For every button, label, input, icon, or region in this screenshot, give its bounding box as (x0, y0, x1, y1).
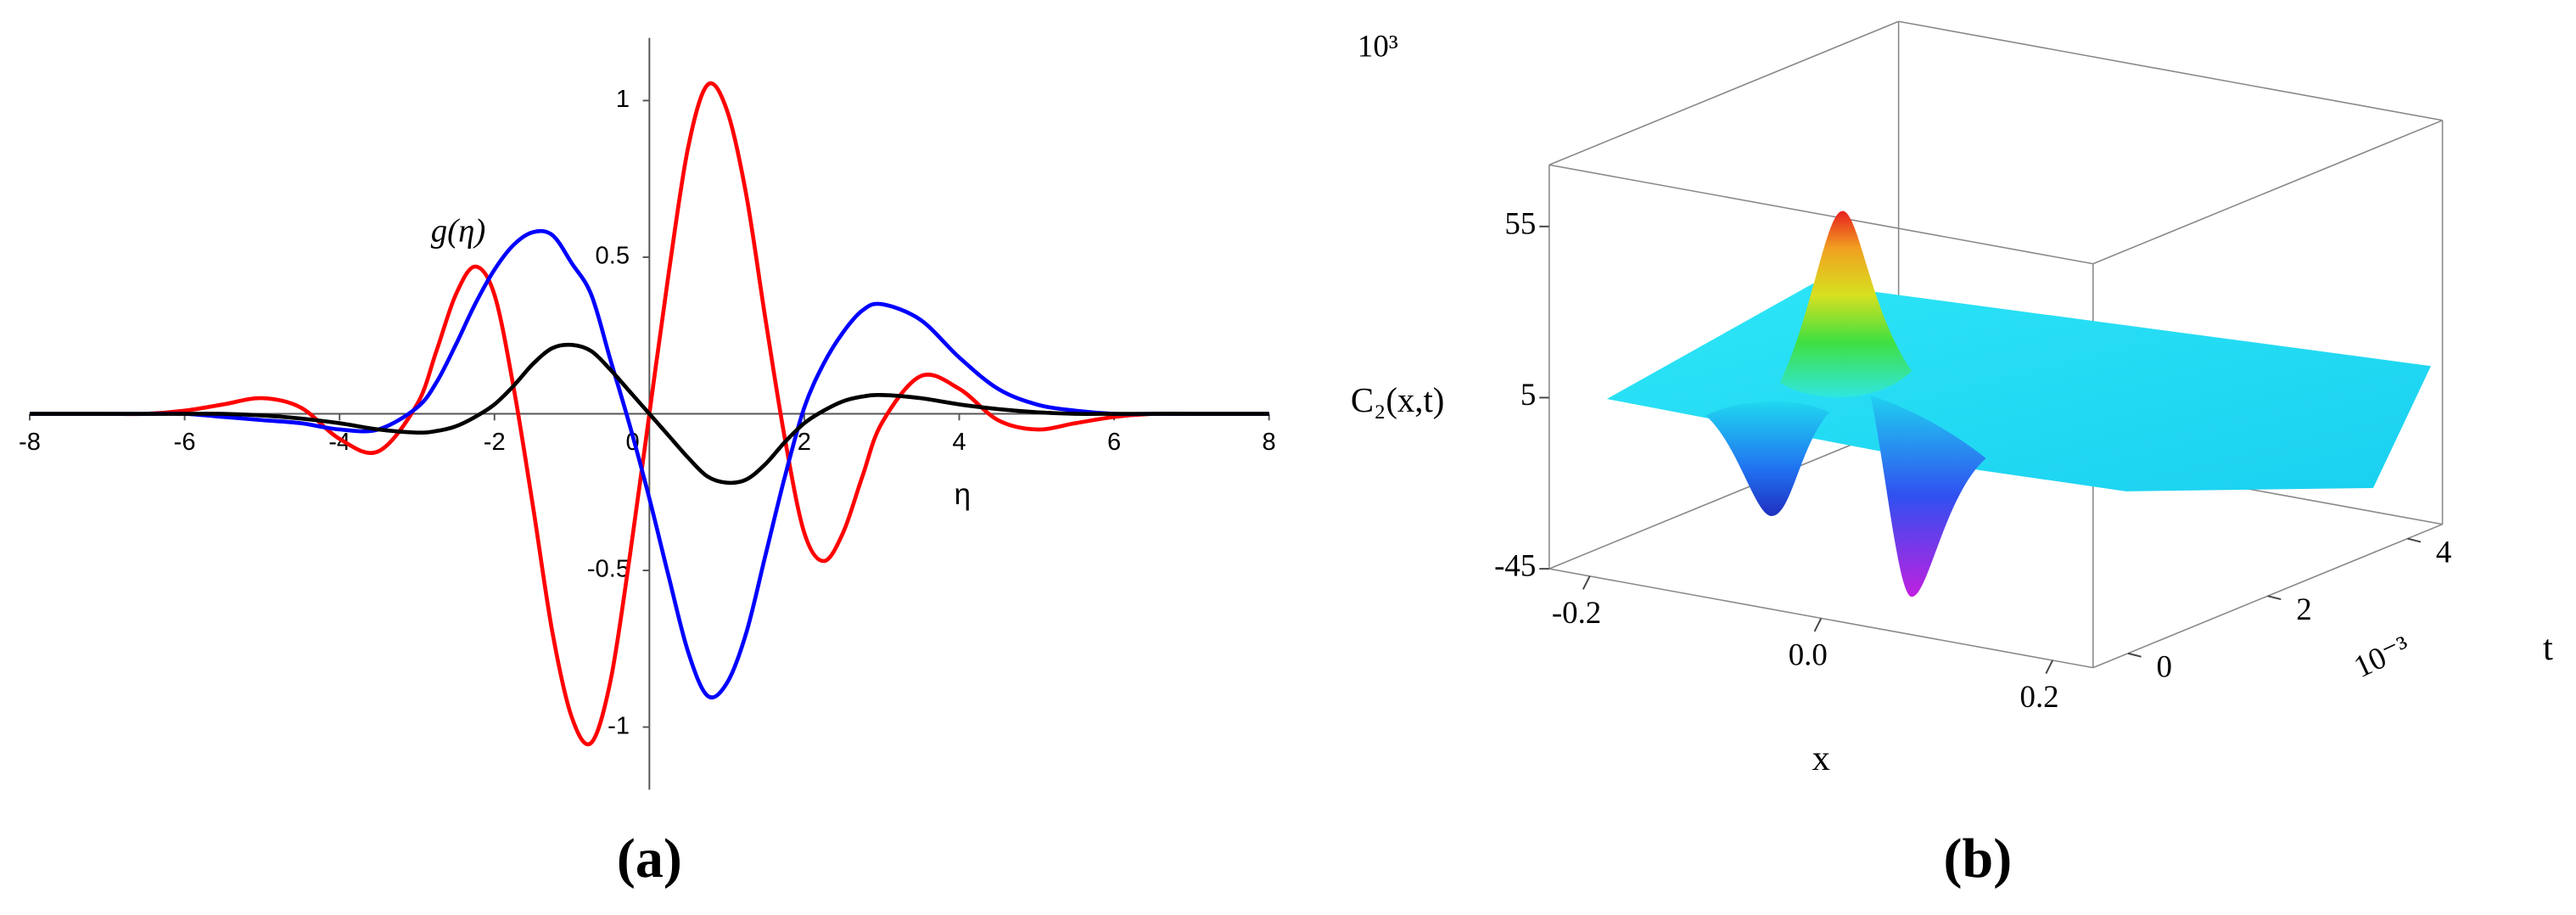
x-tick-label: 0.0 (1789, 637, 1828, 671)
x-tick-label: 0.2 (2020, 679, 2059, 714)
surface-illustration (1606, 211, 2432, 598)
t-scale: 10⁻³ (2349, 628, 2415, 684)
x-tick (2045, 660, 2053, 674)
series-line (30, 228, 1269, 699)
panel-label: (a) (617, 828, 682, 890)
series-line (30, 342, 1269, 486)
z-tick-label: 5 (1520, 377, 1536, 412)
z-tick-label: -45 (1494, 548, 1536, 583)
surface-peak (1779, 211, 1912, 398)
x-axis-label: η (955, 478, 971, 511)
box-edge (1898, 20, 2443, 121)
box-edge (2092, 120, 2443, 265)
x-tick-label: -0.2 (1552, 595, 1601, 630)
x-tick (1582, 575, 1591, 590)
panel-label: (b) (1944, 828, 2013, 890)
box-edge (1548, 424, 1899, 570)
t-tick-label: 0 (2157, 649, 2172, 684)
z-axis-label: C₂(x,t) (1351, 381, 1444, 419)
x-tick-label: -6 (174, 429, 196, 456)
box-edge (1548, 164, 2093, 265)
z-scale: 10³ (1358, 29, 1398, 64)
t-tick-label: 4 (2436, 534, 2451, 569)
x-tick-label: 4 (952, 429, 966, 456)
y-axis-label: g(η) (431, 213, 486, 250)
t-tick (2267, 595, 2282, 600)
surface-trough (1870, 396, 1986, 598)
t-axis-label: t (2543, 628, 2553, 668)
x-tick-label: 8 (1263, 429, 1276, 456)
box-edge (1548, 20, 1899, 166)
z-tick-label: 55 (1504, 205, 1536, 240)
t-tick (2407, 537, 2422, 543)
surface-plane (1606, 283, 2432, 491)
x-tick-label: 6 (1107, 429, 1121, 456)
y-tick-label: 0.5 (596, 243, 630, 270)
y-tick-label: -1 (608, 712, 630, 739)
surface-trough (1705, 401, 1830, 516)
x-tick-label: -2 (484, 429, 506, 456)
x-axis-label: x (1812, 738, 1830, 778)
t-tick (2127, 652, 2142, 658)
x-tick-label: 2 (798, 429, 811, 456)
x-tick-label: -8 (19, 429, 41, 456)
y-tick-label: 1 (616, 86, 630, 113)
t-tick-label: 2 (2296, 592, 2311, 626)
x-tick (1813, 617, 1823, 632)
y-tick-label: -0.5 (587, 556, 630, 583)
